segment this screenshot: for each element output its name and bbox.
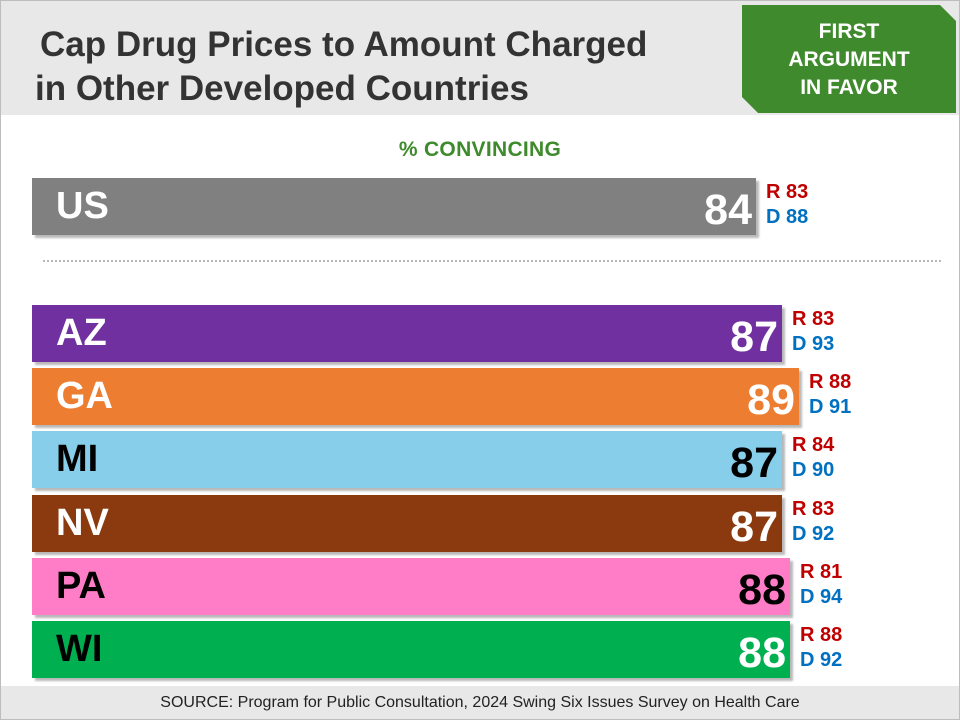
chart-subtitle: % CONVINCING [398,138,562,161]
bar-value-ga: 89 [747,376,795,424]
democrat-value-nv: D 92 [792,523,835,545]
bar-label-wi: WI [56,628,103,670]
democrat-value-ga: D 91 [809,396,852,418]
bar-value-az: 87 [730,313,778,361]
badge-line-1: FIRST [818,20,880,43]
bar-value-nv: 87 [730,503,778,551]
bar-value-wi: 88 [738,629,786,677]
democrat-value-az: D 93 [792,333,835,355]
bar-label-ga: GA [56,375,113,417]
bar-ga: GA 89 [32,368,799,425]
democrat-value-us: D 88 [766,206,809,228]
republican-value-ga: R 88 [809,371,852,393]
bar-label-pa: PA [56,565,106,607]
badge-line-2: ARGUMENT [788,48,910,71]
bar-pa: PA 88 [32,558,790,615]
republican-value-wi: R 88 [800,624,843,646]
chart-title-line-2: in Other Developed Countries [35,69,529,108]
republican-value-us: R 83 [766,181,809,203]
party-breakdown-nv: R 83 D 92 [792,497,834,547]
republican-value-pa: R 81 [800,561,843,583]
republican-value-mi: R 84 [792,434,835,456]
party-breakdown-az: R 83 D 93 [792,307,834,357]
divider [43,260,941,262]
party-breakdown-us: R 83 D 88 [766,180,808,230]
bar-value-mi: 87 [730,439,778,487]
bar-chart: US 84 R 83 D 88 AZ 87 R 83 D 93 GA 89 R 88 D 91 MI 87… [1,1,959,687]
badge-line-3: IN FAVOR [800,76,898,99]
bar-value-pa: 88 [738,566,786,614]
argument-badge: FIRST ARGUMENT IN FAVOR [742,5,956,113]
democrat-value-pa: D 94 [800,586,843,608]
source-footer: SOURCE: Program for Public Consultation,… [1,686,959,719]
bar-az: AZ 87 [32,305,782,362]
party-breakdown-pa: R 81 D 94 [800,560,842,610]
party-breakdown-mi: R 84 D 90 [792,433,834,483]
democrat-value-mi: D 90 [792,459,835,481]
header: Cap Drug Prices to Amount Charged in Oth… [1,1,959,115]
bar-label-nv: NV [56,502,109,544]
bar-wi: WI 88 [32,621,790,678]
chart-title-line-1: Cap Drug Prices to Amount Charged [40,25,648,64]
party-breakdown-ga: R 88 D 91 [809,370,851,420]
bar-us: US 84 [32,178,756,235]
democrat-value-wi: D 92 [800,649,843,671]
bar-value-us: 84 [704,186,752,234]
republican-value-az: R 83 [792,308,835,330]
source-text: SOURCE: Program for Public Consultation,… [160,694,800,711]
party-breakdown-wi: R 88 D 92 [800,623,842,673]
bar-label-us: US [56,185,109,227]
bar-nv: NV 87 [32,495,782,552]
republican-value-nv: R 83 [792,498,835,520]
bar-label-az: AZ [56,312,107,354]
bar-label-mi: MI [56,438,99,480]
bar-mi: MI 87 [32,431,782,488]
chart-title: Cap Drug Prices to Amount Charged in Oth… [35,23,647,111]
